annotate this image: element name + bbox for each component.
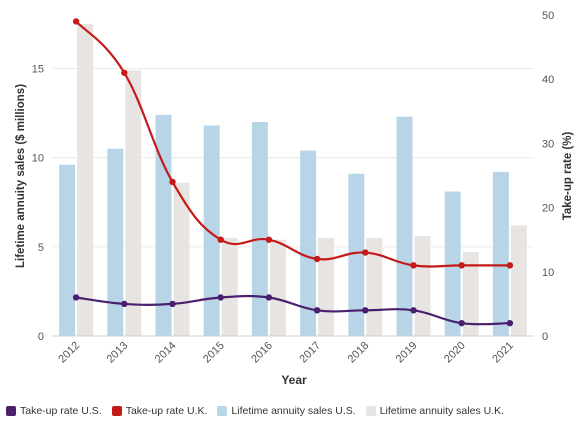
y2-tick-label: 40 xyxy=(542,74,554,86)
bar xyxy=(318,237,335,336)
x-axis-label: Year xyxy=(281,373,307,387)
x-tick-label: 2012 xyxy=(56,340,82,366)
bar xyxy=(251,122,268,336)
legend-swatch-sales-us xyxy=(217,406,228,416)
legend-label: Lifetime annuity sales U.K. xyxy=(379,405,505,417)
y2-tick-label: 20 xyxy=(542,203,554,215)
bar xyxy=(396,116,413,337)
bar xyxy=(444,191,461,336)
data-point xyxy=(313,255,321,263)
bar xyxy=(125,70,142,337)
bar xyxy=(300,150,317,336)
bar xyxy=(155,114,172,336)
y-tick-label: 10 xyxy=(32,153,44,165)
data-point xyxy=(410,262,417,269)
gridlines xyxy=(52,68,534,248)
data-point xyxy=(506,262,514,269)
y-axis-label: Lifetime annuity sales ($ millions) xyxy=(15,84,27,268)
y2-tick-label: 30 xyxy=(542,138,554,150)
legend-label: Take-up rate U.S. xyxy=(20,405,102,417)
x-tick-label: 2015 xyxy=(201,340,227,366)
data-point xyxy=(169,300,176,308)
y2-tick-label: 0 xyxy=(542,331,548,343)
bar xyxy=(173,182,190,336)
data-point xyxy=(458,262,465,269)
data-point xyxy=(169,178,176,186)
data-point xyxy=(121,69,128,76)
x-tick-label: 2016 xyxy=(249,340,275,366)
legend-swatch-takeup-uk xyxy=(111,406,122,416)
bar xyxy=(77,23,94,337)
legend-item-sales-uk[interactable]: Lifetime annuity sales U.K. xyxy=(365,405,505,417)
x-tick-label: 2013 xyxy=(105,340,131,366)
legend-label: Take-up rate U.K. xyxy=(125,405,208,417)
bar xyxy=(348,173,365,336)
data-point xyxy=(72,18,80,25)
y2-axis-label: Take-up rate (%) xyxy=(562,132,574,221)
bar xyxy=(221,237,238,336)
data-point xyxy=(362,307,369,314)
data-point xyxy=(265,294,273,301)
y2-axis-ticks: 0 10 20 30 40 50 xyxy=(542,10,554,343)
bar xyxy=(107,148,124,336)
data-point xyxy=(217,236,224,243)
legend-item-takeup-uk[interactable]: Take-up rate U.K. xyxy=(111,405,208,417)
data-point xyxy=(265,236,273,243)
y-tick-label: 0 xyxy=(38,331,44,343)
legend-item-sales-us[interactable]: Lifetime annuity sales U.S. xyxy=(217,405,356,417)
bar xyxy=(203,125,220,336)
bar xyxy=(510,225,527,336)
bar xyxy=(366,237,383,336)
data-point xyxy=(410,307,417,314)
data-point xyxy=(313,307,321,314)
data-point xyxy=(458,319,465,327)
bar xyxy=(414,236,431,336)
x-tick-label: 2014 xyxy=(153,340,179,366)
data-point xyxy=(506,319,514,327)
legend-label: Lifetime annuity sales U.S. xyxy=(231,405,356,417)
y2-tick-label: 10 xyxy=(542,267,554,279)
bar-series xyxy=(59,23,527,337)
data-point xyxy=(217,294,224,301)
data-point xyxy=(362,249,369,256)
series-line xyxy=(75,20,510,268)
bar xyxy=(492,171,509,336)
y-tick-label: 5 xyxy=(38,242,44,254)
y-tick-label: 15 xyxy=(32,64,44,76)
x-tick-label: 2017 xyxy=(297,340,323,366)
data-point xyxy=(121,300,128,308)
x-tick-label: 2019 xyxy=(394,340,420,366)
legend: Take-up rate U.S. Take-up rate U.K. Life… xyxy=(6,401,514,421)
bar xyxy=(269,239,286,336)
x-tick-label: 2020 xyxy=(442,340,468,366)
line-series xyxy=(72,18,514,327)
x-axis-ticks: 2012 2013 2014 2015 2016 2017 2018 2019 2020 2021 xyxy=(56,340,516,366)
x-tick-label: 2021 xyxy=(490,340,516,366)
bar xyxy=(59,164,76,336)
x-tick-label: 2018 xyxy=(346,340,372,366)
data-point xyxy=(72,294,80,301)
legend-swatch-sales-uk xyxy=(365,406,376,416)
bar xyxy=(462,252,479,336)
y-axis-ticks: 0 5 10 15 xyxy=(32,64,44,344)
series-line xyxy=(75,294,510,326)
legend-swatch-takeup-us xyxy=(6,406,16,416)
legend-item-takeup-us[interactable]: Take-up rate U.S. xyxy=(6,405,102,417)
y2-tick-label: 50 xyxy=(542,10,554,22)
